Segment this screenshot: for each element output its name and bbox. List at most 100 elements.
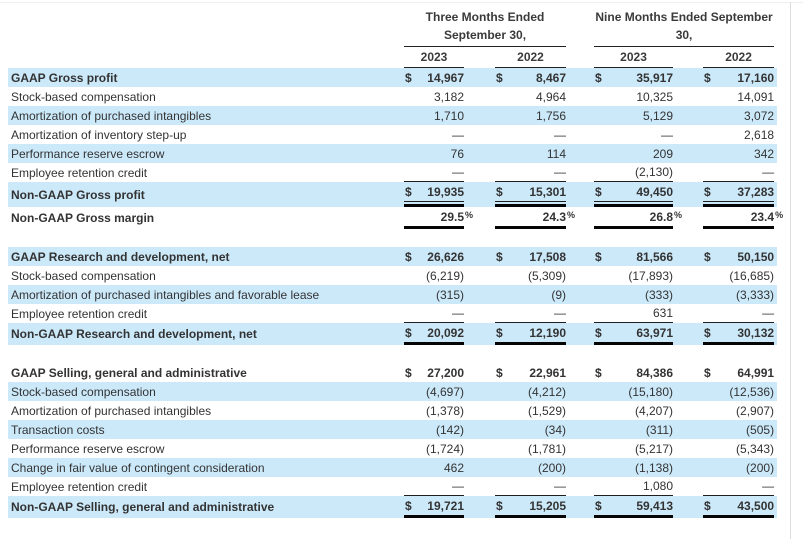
amount-cell: (315) <box>404 285 464 304</box>
amount-value: 27,200 <box>427 365 464 380</box>
amount-cell: (34) <box>495 420 567 439</box>
header-spacer <box>774 2 777 47</box>
amount-value: (1,781) <box>528 441 567 456</box>
amount-value: 19,721 <box>427 499 464 513</box>
currency-symbol: $ <box>595 499 602 513</box>
column-gap <box>464 163 495 182</box>
amount-value: (1,529) <box>528 403 567 418</box>
amount-cell: 1,756 <box>495 106 567 125</box>
amount-value: 10,325 <box>636 89 674 104</box>
amount-wrap: 5,129 <box>594 107 673 125</box>
amount-value: 14,091 <box>737 89 775 104</box>
column-gap <box>673 420 704 439</box>
amount-wrap: 3,182 <box>404 88 464 106</box>
period-header-row: Three Months Ended September 30, Nine Mo… <box>8 2 777 47</box>
column-gap <box>566 439 594 458</box>
amount-value: 29.5 <box>440 210 464 224</box>
row-tail <box>774 247 778 266</box>
table-row: Non-GAAP Gross profit $19,935 $15,301 $49,4… <box>8 182 778 207</box>
amount-wrap: (505) <box>703 421 774 439</box>
amount-wrap: — <box>404 477 464 495</box>
amount-cell: 3,072 <box>703 106 775 125</box>
table-row: Non-GAAP Research and development, net $2… <box>8 323 778 345</box>
period-header-line2: September 30, <box>443 28 527 42</box>
amount-cell: — <box>495 477 567 496</box>
amount-wrap: $84,386 <box>594 364 673 382</box>
table-row: GAAP Selling, general and administrative… <box>8 363 777 382</box>
amount-cell: $19,935 <box>404 182 464 207</box>
column-gap <box>566 87 594 106</box>
amount-value: 84,386 <box>636 365 674 380</box>
amount-cell: (2,907) <box>703 401 774 420</box>
column-gap <box>566 304 594 323</box>
column-gap <box>464 382 495 401</box>
column-gap <box>673 106 704 125</box>
amount-wrap: (17,893) <box>594 267 673 285</box>
amount-wrap: $64,991 <box>703 364 774 382</box>
column-gap <box>673 163 703 182</box>
amount-wrap: — <box>404 304 464 322</box>
amount-value: (200) <box>746 460 775 475</box>
amount-value: 14,967 <box>427 70 464 85</box>
amount-value: 23.4 <box>750 210 775 224</box>
amount-cell: 24.3% <box>495 207 575 229</box>
column-gap <box>566 125 594 144</box>
row-label: GAAP Selling, general and administrative <box>11 365 247 380</box>
amount-wrap: 342 <box>703 145 774 163</box>
amount-wrap: 1,710 <box>404 107 464 125</box>
amount-value: 26.8 <box>649 210 674 224</box>
amount-wrap: — <box>703 477 774 495</box>
column-gap <box>673 458 704 477</box>
amount-wrap: 23.4% <box>703 208 783 226</box>
amount-value: (34) <box>544 422 567 437</box>
column-gap <box>673 323 704 345</box>
column-gap <box>464 420 495 439</box>
amount-value: 20,092 <box>427 326 464 340</box>
amount-value: (15,180) <box>628 384 674 399</box>
amount-value: (1,724) <box>425 441 464 456</box>
table-row: Amortization of purchased intangibles 1,7… <box>8 106 778 125</box>
column-gap <box>673 182 704 207</box>
amount-value: — <box>762 165 775 179</box>
amount-value: 17,508 <box>529 249 567 264</box>
amount-value: (16,685) <box>729 268 775 283</box>
column-gap <box>464 458 495 477</box>
table-row: Employee retention credit — — (2,130) — <box>8 163 777 182</box>
year-header: 2022 <box>703 47 775 68</box>
amount-wrap: (1,529) <box>495 402 566 420</box>
amount-wrap: $35,917 <box>594 69 673 87</box>
amount-cell: — <box>594 125 673 144</box>
row-label: Non-GAAP Research and development, net <box>8 323 404 345</box>
amount-cell: 76 <box>404 144 464 163</box>
amount-cell: $50,150 <box>703 247 775 266</box>
row-tail <box>774 106 778 125</box>
column-gap <box>464 125 495 144</box>
amount-wrap: (1,378) <box>404 402 464 420</box>
table-row: Amortization of inventory step-up — — — 2,61… <box>8 125 777 144</box>
table-row: Employee retention credit — — 1,080 — <box>8 477 777 496</box>
amount-value: 1,756 <box>536 108 567 123</box>
column-gap <box>566 106 595 125</box>
period-header-three-months: Three Months Ended September 30, <box>404 2 567 47</box>
amount-wrap: (4,207) <box>594 402 673 420</box>
currency-symbol: $ <box>595 185 602 199</box>
column-gap <box>464 144 495 163</box>
amount-wrap: (315) <box>404 286 464 304</box>
amount-cell: (505) <box>703 420 775 439</box>
amount-cell: 5,129 <box>594 106 674 125</box>
amount-cell: $17,508 <box>495 247 567 266</box>
amount-wrap: $17,508 <box>495 248 566 266</box>
row-tail <box>774 420 778 439</box>
amount-cell: 3,182 <box>404 87 464 106</box>
amount-cell: 1,080 <box>594 477 674 496</box>
amount-value: 342 <box>754 146 775 161</box>
currency-symbol: $ <box>496 249 503 264</box>
column-gap <box>464 477 495 496</box>
amount-value: 64,991 <box>737 365 775 380</box>
amount-wrap: (1,724) <box>404 440 464 458</box>
amount-wrap: $59,413 <box>594 497 673 515</box>
header-spacer <box>673 47 703 68</box>
amount-value: 63,971 <box>636 326 674 340</box>
amount-value: 631 <box>653 306 674 320</box>
row-label: Employee retention credit <box>11 165 148 180</box>
